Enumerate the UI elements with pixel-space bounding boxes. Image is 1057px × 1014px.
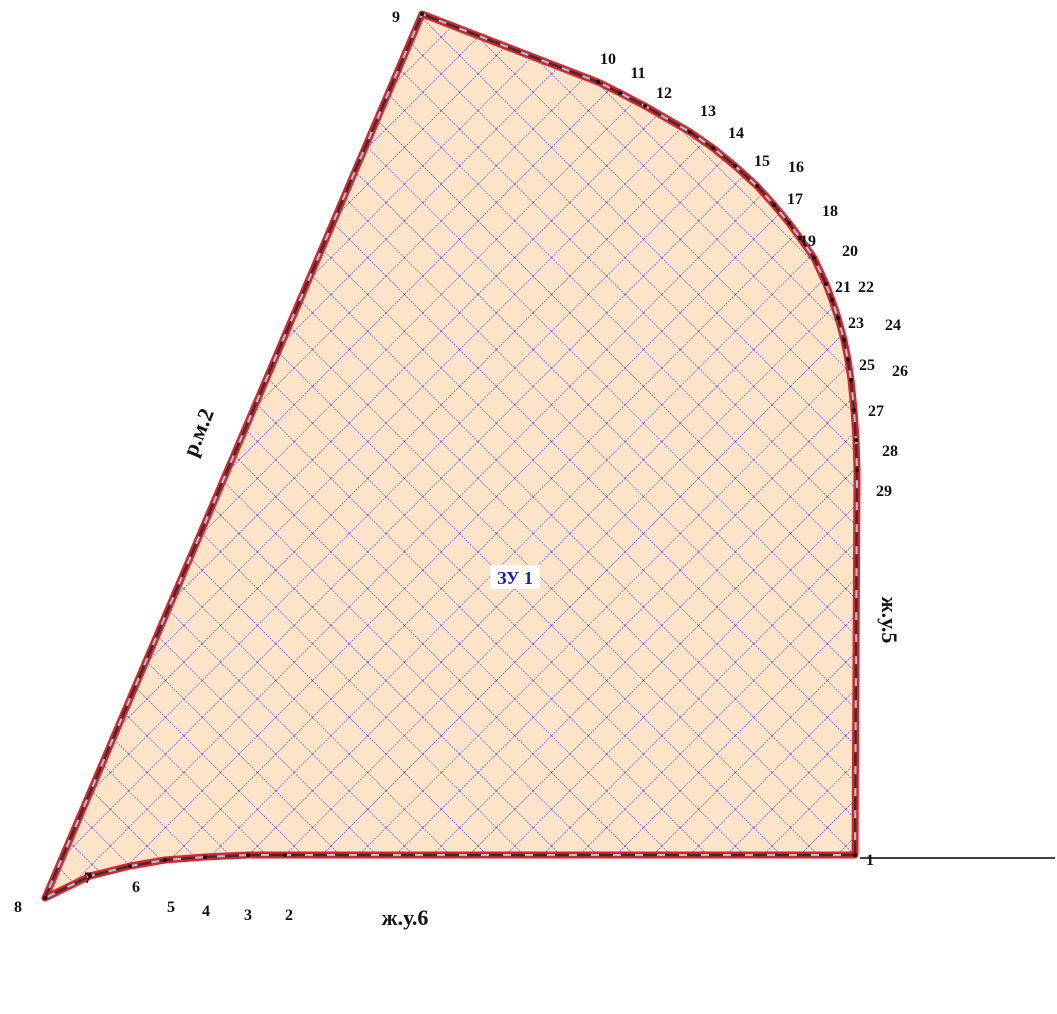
vertex (842, 338, 846, 342)
point-label: 28 (882, 443, 898, 460)
point-label: 17 (787, 191, 803, 208)
vertex (688, 130, 692, 134)
point-label: 10 (600, 51, 616, 68)
point-label: 19 (800, 233, 816, 250)
vertex (43, 896, 47, 900)
boundary-dash (42, 12, 859, 901)
vertex (420, 12, 424, 16)
point-label: 11 (630, 65, 645, 82)
vertex (283, 853, 287, 857)
vertex (852, 408, 856, 412)
vertex (711, 146, 715, 150)
point-label: 14 (728, 125, 744, 142)
vertex (618, 91, 622, 95)
vertex (596, 80, 600, 84)
parcel-shape (41, 10, 861, 902)
vertex (853, 853, 857, 857)
point-label: 27 (868, 403, 884, 420)
vertex (854, 438, 858, 442)
west-boundary-label: р.м.2 (177, 405, 219, 460)
point-label: 23 (848, 315, 864, 332)
point-label: 21 (835, 279, 851, 296)
point-label: 20 (842, 243, 858, 260)
point-label: 29 (876, 483, 892, 500)
point-label: 8 (14, 899, 22, 916)
point-label: 15 (754, 153, 770, 170)
south-boundary-label: ж.у.6 (382, 905, 429, 930)
vertex (246, 853, 250, 857)
vertex (787, 221, 791, 225)
point-label: 13 (700, 103, 716, 120)
point-label: 16 (788, 159, 804, 176)
point-label: 4 (202, 903, 210, 920)
point-label: 5 (167, 899, 175, 916)
east-boundary-label: ж.у.5 (877, 597, 902, 644)
vertex (733, 164, 737, 168)
point-label: 18 (822, 203, 838, 220)
point-label: 3 (244, 907, 252, 924)
point-label: 25 (859, 357, 875, 374)
vertex (836, 316, 840, 320)
vertex (849, 378, 853, 382)
parcel-label: ЗУ 1 (497, 568, 533, 588)
parcel-label-bg (490, 565, 540, 589)
vertex (855, 468, 859, 472)
point-label: 26 (892, 363, 908, 380)
vertex (88, 874, 92, 878)
point-label: 2 (285, 907, 293, 924)
point-label: 9 (392, 9, 400, 26)
vertex (824, 282, 828, 286)
vertex (203, 855, 207, 859)
point-label: 12 (656, 85, 672, 102)
point-label: 24 (885, 317, 901, 334)
vertex (798, 236, 802, 240)
vertex (830, 298, 834, 302)
point-label: 6 (132, 879, 140, 896)
vertex (772, 203, 776, 207)
vertex (846, 358, 850, 362)
vertex (755, 184, 759, 188)
parcel-area (45, 14, 857, 898)
vertex (812, 256, 816, 260)
point-label: 22 (858, 279, 874, 296)
vertex (128, 864, 132, 868)
vertex (643, 104, 647, 108)
point-label: 1 (866, 852, 874, 869)
point-label: 7 (84, 870, 92, 887)
vertex (163, 858, 167, 862)
